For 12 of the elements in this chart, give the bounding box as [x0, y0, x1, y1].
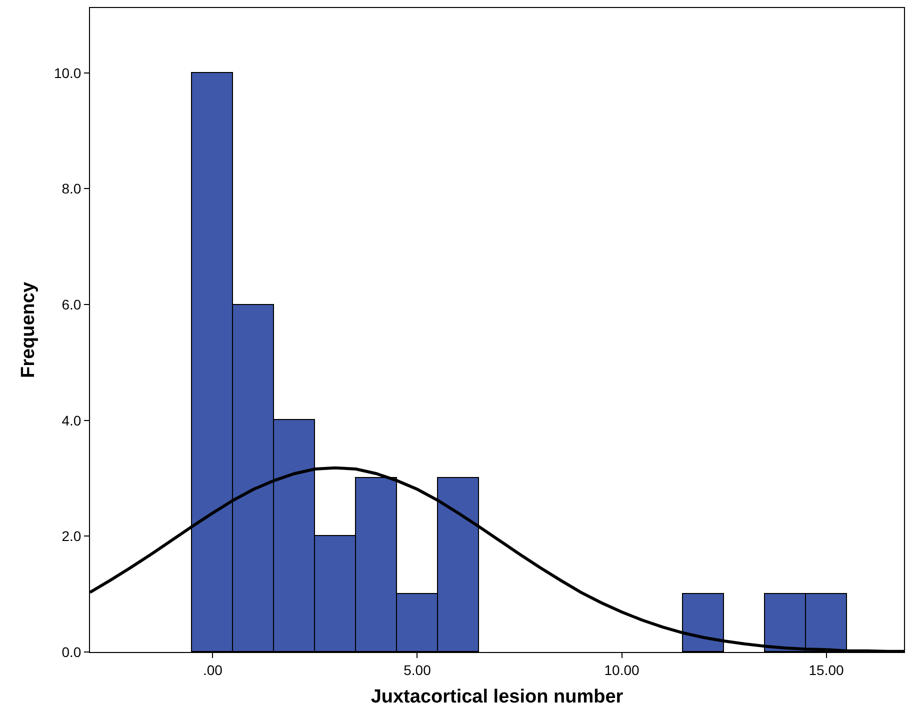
x-tick-label: 10.00	[604, 662, 640, 678]
x-tick-label: 15.00	[808, 662, 844, 678]
y-tick-label: 0.0	[62, 644, 82, 660]
x-tick-label: 5.00	[404, 662, 432, 678]
y-tick-label: 8.0	[62, 180, 82, 197]
y-tick-label: 4.0	[62, 412, 82, 428]
y-tick-label: 6.0	[62, 296, 82, 312]
x-tick-label: .00	[202, 662, 223, 678]
y-tick-label: 2.0	[62, 528, 82, 544]
x-axis-title: Juxtacortical lesion number	[370, 686, 624, 708]
y-axis-title: Frequency	[18, 282, 39, 378]
y-tick-label: 10.0	[54, 64, 82, 81]
